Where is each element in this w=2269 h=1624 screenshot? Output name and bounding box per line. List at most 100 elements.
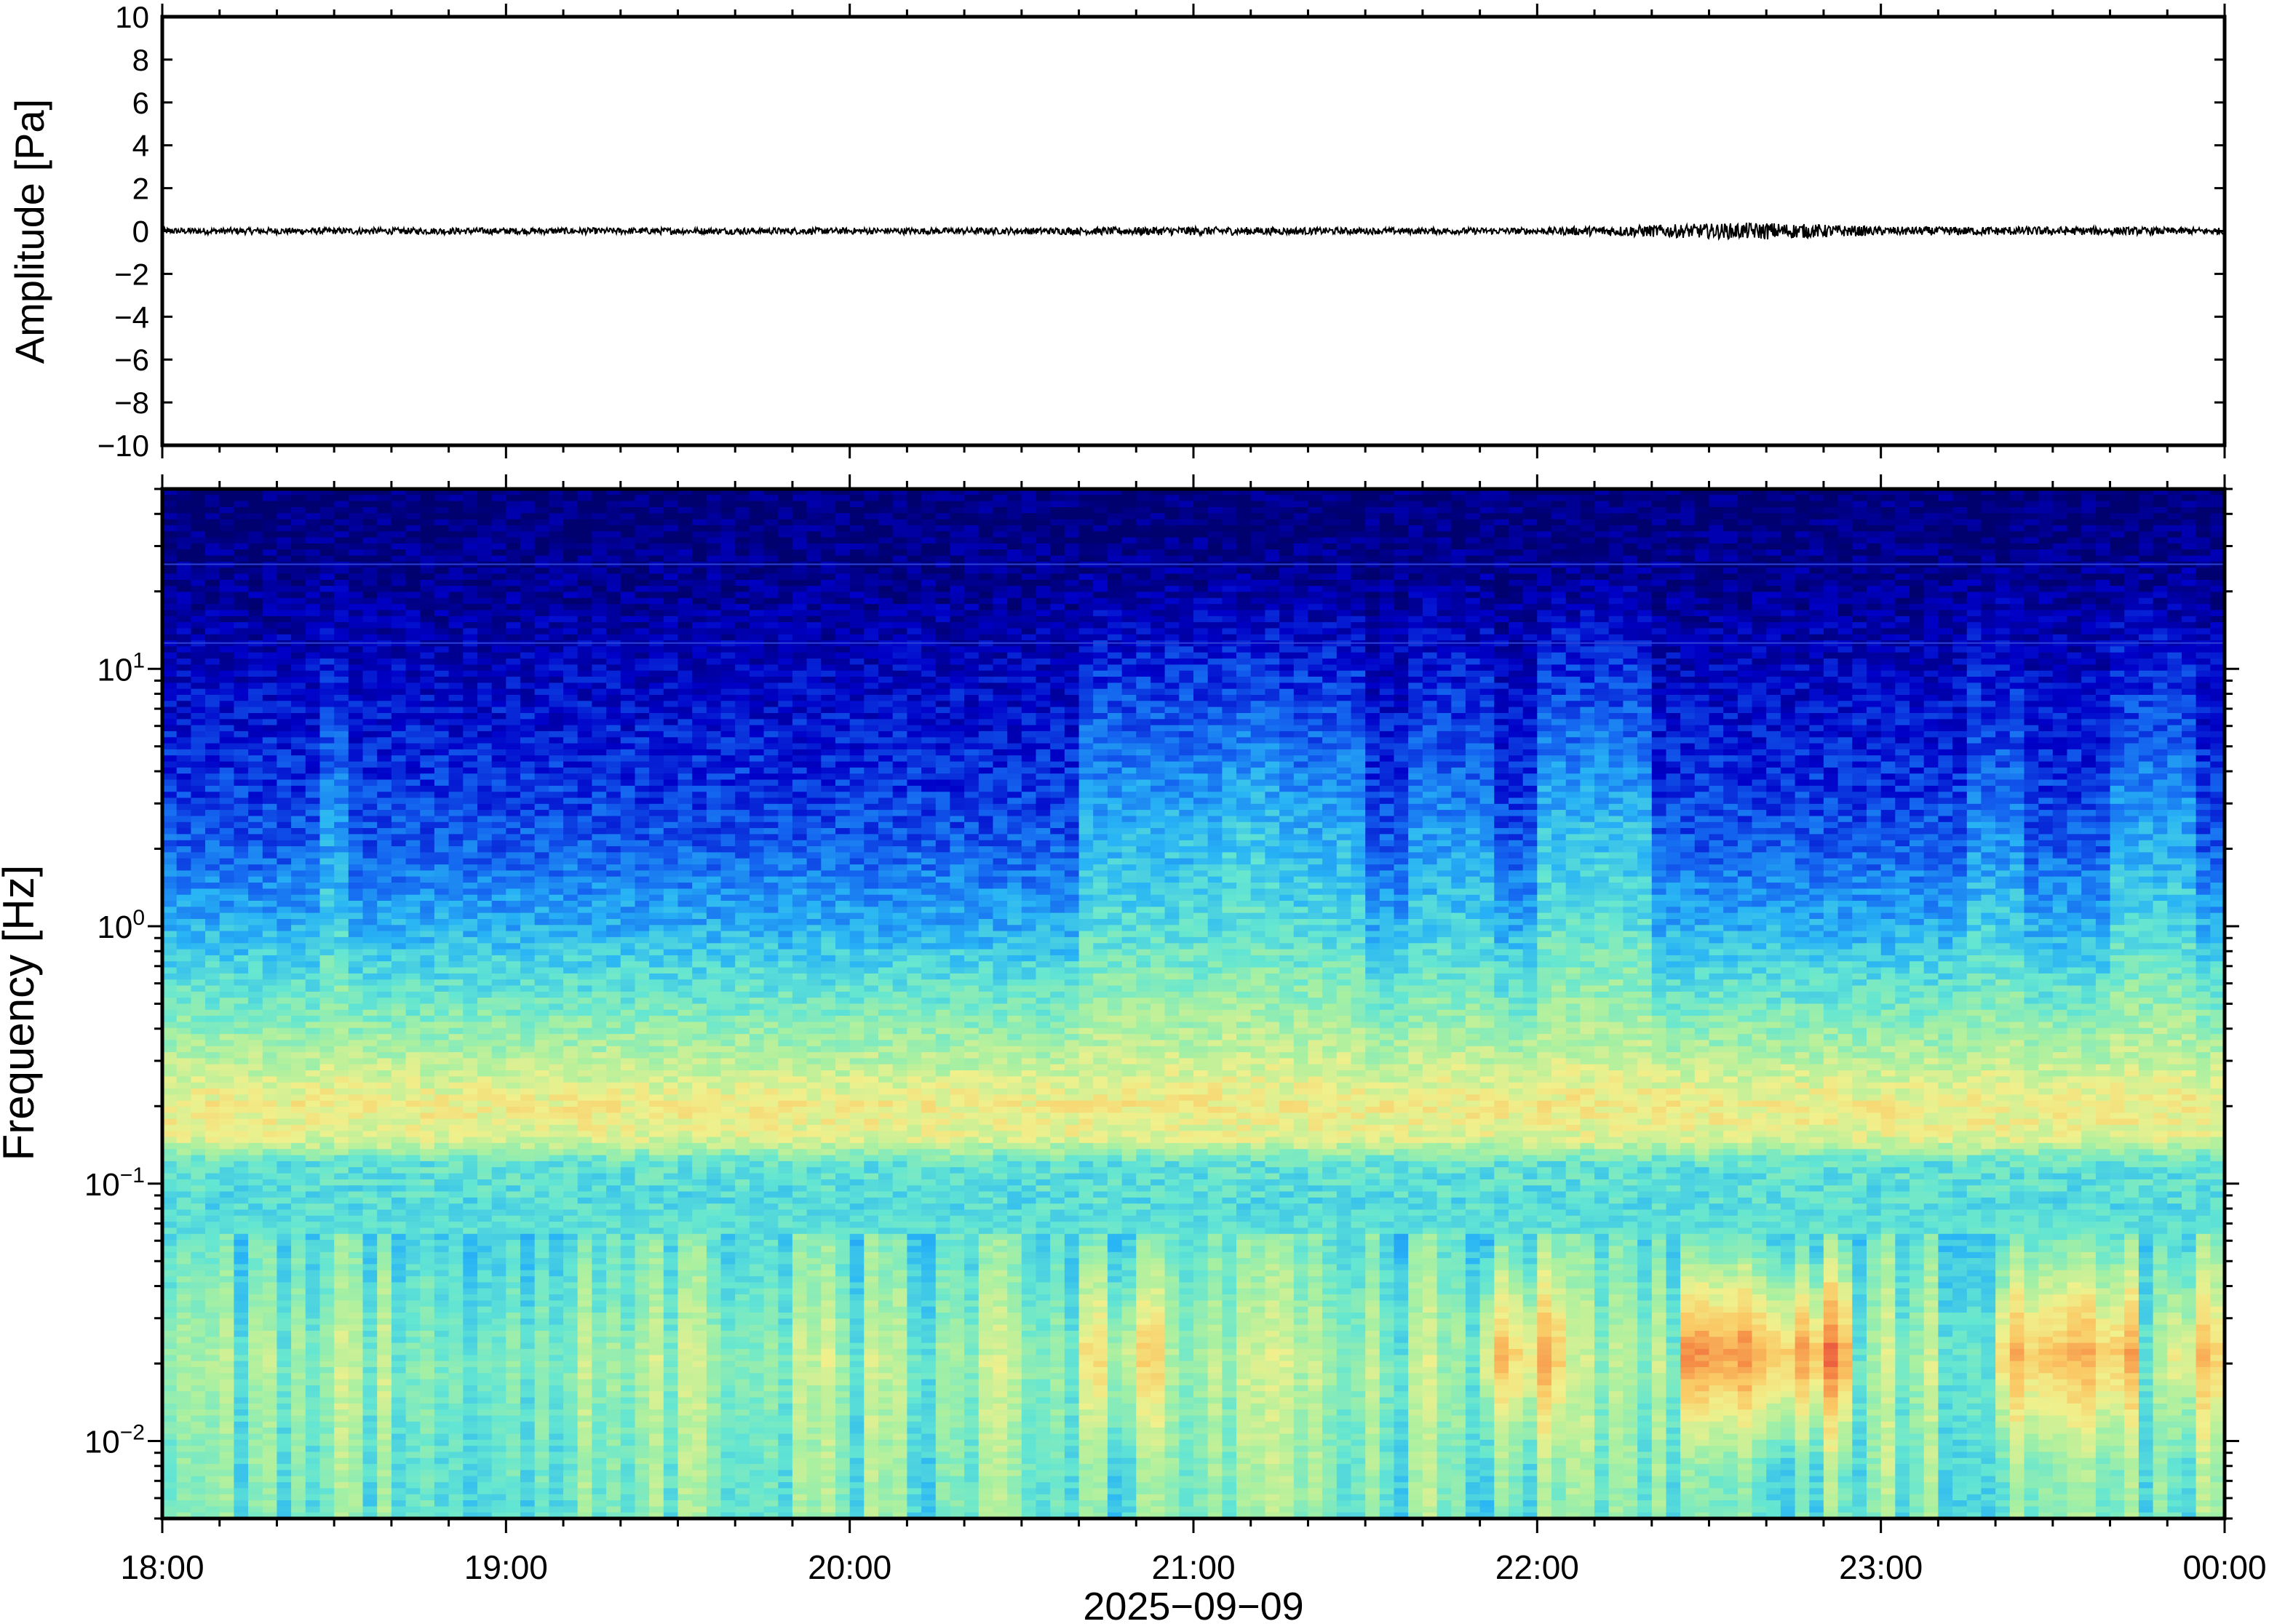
spectrogram-cell — [449, 1343, 464, 1350]
spectrogram-cell — [306, 1440, 321, 1446]
spectrogram-cell — [291, 525, 306, 532]
spectrogram-cell — [463, 1470, 478, 1476]
spectrogram-cell — [291, 1476, 306, 1483]
spectrogram-cell — [477, 1192, 493, 1198]
spectrogram-cell — [449, 531, 464, 538]
spectrogram-cell — [177, 1131, 192, 1137]
spectrogram-cell — [277, 1325, 292, 1332]
spectrogram-cell — [191, 628, 206, 634]
spectrogram-cell — [320, 1428, 335, 1434]
spectrogram-cell — [334, 1185, 349, 1192]
spectrogram-cell — [520, 1107, 536, 1113]
spectrogram-cell — [363, 1331, 378, 1337]
spectrogram-cell — [162, 1252, 178, 1259]
spectrogram-cell — [234, 931, 249, 938]
spectrogram-cell — [263, 852, 278, 859]
spectrogram-cell — [406, 1409, 421, 1416]
spectrogram-cell — [563, 1076, 579, 1083]
spectrogram-cell — [463, 682, 478, 689]
spectrogram-cell — [177, 1228, 192, 1235]
spectrogram-cell — [377, 1088, 392, 1095]
spectrogram-cell — [349, 1282, 364, 1289]
spectrogram-cell — [191, 1264, 206, 1270]
spectrogram-cell — [177, 1040, 192, 1046]
spectrogram-cell — [263, 1052, 278, 1059]
spectrogram-cell — [406, 1494, 421, 1501]
spectrogram-cell — [334, 1343, 349, 1350]
spectrogram-cell — [334, 1137, 349, 1144]
spectrogram-cell — [191, 1112, 206, 1119]
spectrogram-cell — [248, 501, 263, 508]
spectrogram-cell — [306, 592, 321, 599]
spectrogram-cell — [363, 901, 378, 907]
spectrogram-cell — [177, 1380, 192, 1386]
spectrogram-cell — [420, 1131, 435, 1137]
spectrogram-cell — [377, 1094, 392, 1101]
spectrogram-cell — [205, 968, 220, 974]
spectrogram-cell — [205, 768, 220, 774]
spectrogram-cell — [392, 580, 407, 586]
spectrogram-cell — [320, 877, 335, 883]
spectrogram-cell — [492, 792, 507, 798]
spectrogram-cell — [363, 586, 378, 592]
spectrogram-cell — [463, 604, 478, 610]
spectrogram-cell — [363, 1300, 378, 1307]
spectrogram-cell — [334, 1494, 349, 1501]
spectrogram-cell — [463, 1300, 478, 1307]
spectrogram-cell — [248, 1276, 263, 1283]
spectrogram-cell — [277, 1185, 292, 1192]
spectrogram-cell — [477, 1494, 493, 1501]
spectrogram-cell — [205, 1016, 220, 1022]
spectrogram-cell — [220, 538, 235, 544]
spectrogram-cell — [563, 737, 579, 744]
spectrogram-cell — [563, 1167, 579, 1174]
spectrogram-cell — [320, 538, 335, 544]
spectrogram-cell — [306, 864, 321, 871]
spectrogram-cell — [191, 925, 206, 931]
spectrogram-cell — [248, 773, 263, 780]
spectrogram-cell — [306, 1464, 321, 1470]
spectrogram-cell — [220, 520, 235, 526]
spectrogram-cell — [191, 525, 206, 532]
spectrogram-cell — [191, 1167, 206, 1174]
spectrogram-cell — [492, 1137, 507, 1144]
spectrogram-cell — [434, 531, 450, 538]
spectrogram-cell — [377, 1216, 392, 1222]
spectrogram-cell — [220, 1246, 235, 1252]
spectrogram-cell — [320, 798, 335, 805]
spectrogram-cell — [277, 737, 292, 744]
spectrogram-cell — [234, 598, 249, 605]
spectrogram-cell — [277, 1107, 292, 1113]
spectrogram-cell — [535, 816, 550, 823]
spectrogram-cell — [177, 907, 192, 913]
spectrogram-cell — [520, 520, 536, 526]
spectrogram-cell — [449, 719, 464, 725]
spectrogram-cell — [477, 1416, 493, 1422]
spectrogram-cell — [506, 1222, 521, 1228]
spectrogram-cell — [363, 859, 378, 865]
spectrogram-cell — [291, 859, 306, 865]
spectrogram-cell — [263, 1155, 278, 1162]
spectrogram-cell — [506, 719, 521, 725]
spectrogram-cell — [563, 1016, 579, 1022]
spectrogram-cell — [434, 1246, 450, 1252]
spectrogram-cell — [191, 1203, 206, 1210]
spectrogram-cell — [477, 1112, 493, 1119]
spectrogram-cell — [191, 544, 206, 550]
waveform-y-tick-label: 0 — [132, 215, 149, 249]
spectrogram-cell — [220, 1446, 235, 1452]
spectrogram-cell — [406, 931, 421, 938]
spectrogram-cell — [520, 1185, 536, 1192]
spectrogram-cell — [205, 1258, 220, 1265]
spectrogram-cell — [191, 501, 206, 508]
spectrogram-cell — [334, 568, 349, 574]
spectrogram-cell — [420, 1112, 435, 1119]
spectrogram-cell — [349, 883, 364, 889]
spectrogram-cell — [477, 1488, 493, 1494]
spectrogram-cell — [191, 1380, 206, 1386]
spectrogram-cell — [506, 707, 521, 714]
spectrogram-cell — [248, 762, 263, 768]
spectrogram-cell — [263, 1101, 278, 1107]
spectrogram-cell — [205, 646, 220, 653]
spectrogram-cell — [449, 1058, 464, 1064]
